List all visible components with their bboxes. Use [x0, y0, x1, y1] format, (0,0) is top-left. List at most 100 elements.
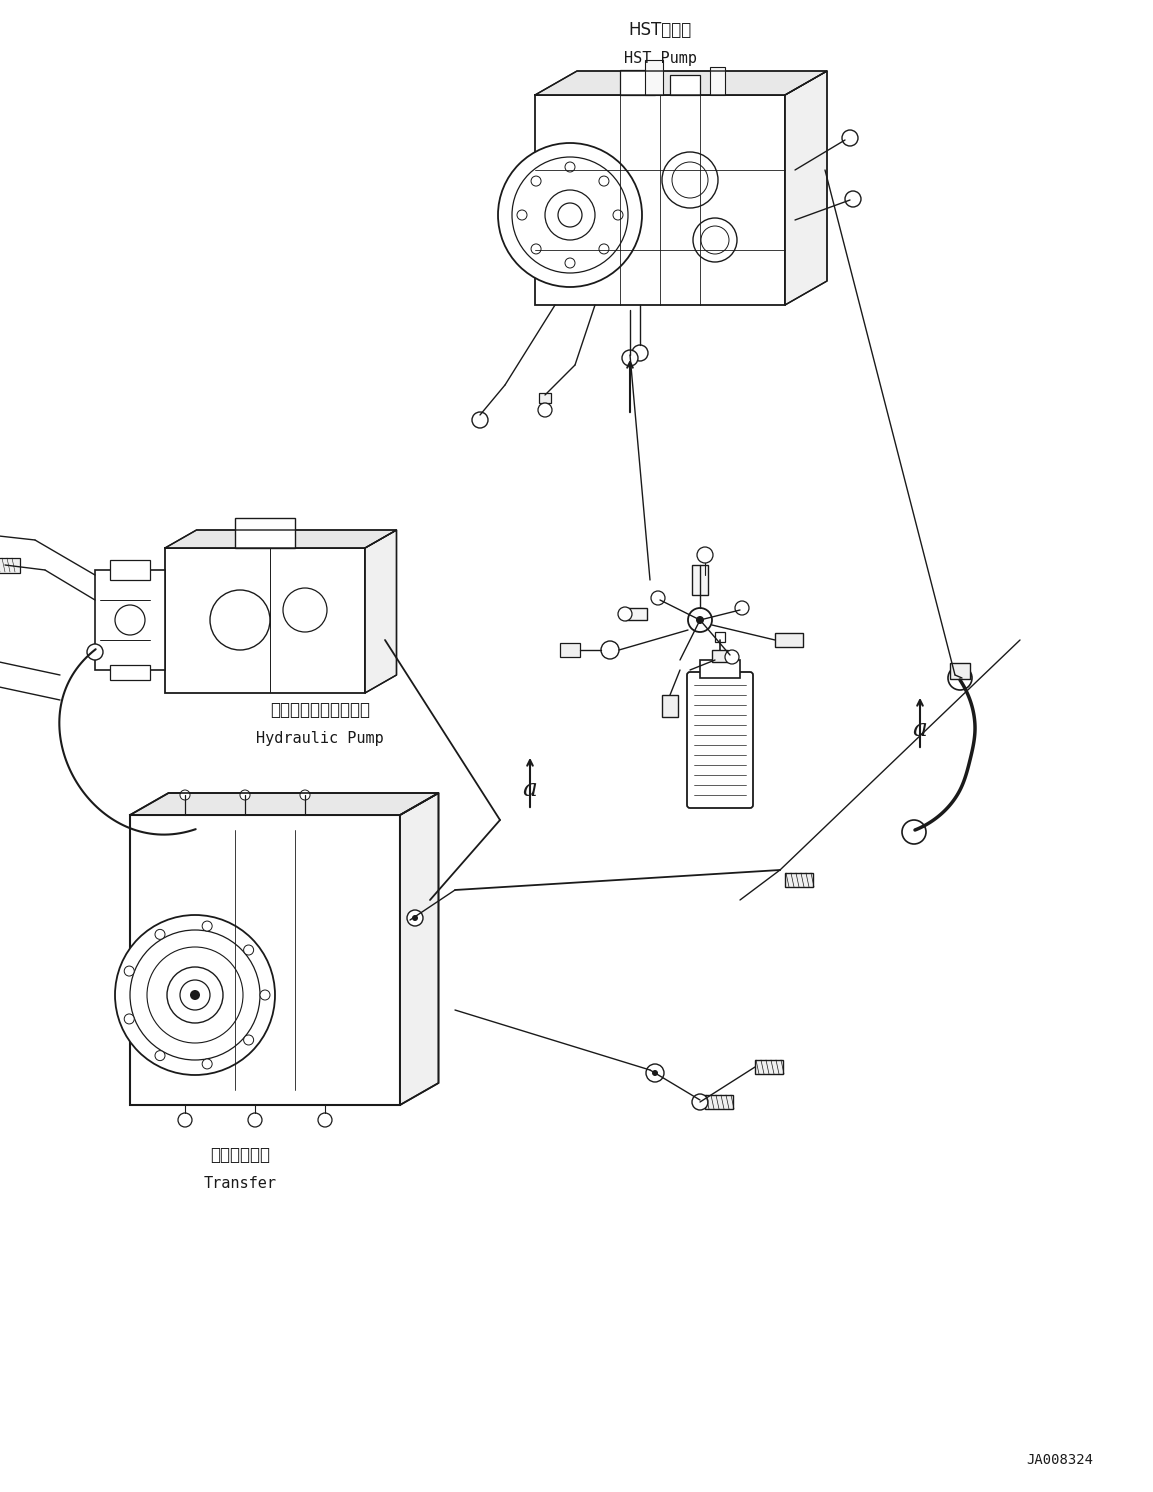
Circle shape	[180, 980, 210, 1010]
Circle shape	[155, 930, 165, 940]
Circle shape	[845, 191, 861, 207]
Circle shape	[598, 243, 609, 254]
Bar	[538, 392, 551, 403]
Circle shape	[202, 921, 212, 931]
Text: Hydraulic Pump: Hydraulic Pump	[256, 731, 384, 746]
Circle shape	[125, 1015, 134, 1024]
Circle shape	[532, 176, 541, 186]
Circle shape	[187, 822, 203, 839]
Circle shape	[692, 1094, 708, 1110]
Text: a: a	[522, 779, 537, 801]
Circle shape	[618, 607, 632, 621]
Circle shape	[472, 412, 488, 428]
Circle shape	[701, 225, 729, 254]
Circle shape	[146, 947, 243, 1043]
Bar	[130, 815, 400, 1106]
Bar	[710, 67, 725, 95]
Circle shape	[167, 967, 223, 1024]
Text: Transfer: Transfer	[203, 1176, 277, 1191]
Circle shape	[662, 152, 718, 207]
Bar	[713, 651, 728, 662]
Text: トランスファ: トランスファ	[210, 1146, 270, 1164]
Circle shape	[517, 210, 527, 219]
Bar	[670, 75, 700, 95]
FancyBboxPatch shape	[687, 671, 753, 809]
Circle shape	[558, 203, 582, 227]
Circle shape	[565, 258, 575, 269]
Bar	[755, 1059, 783, 1074]
Text: a: a	[912, 719, 927, 742]
Circle shape	[190, 991, 199, 1000]
Circle shape	[698, 548, 713, 562]
Circle shape	[412, 915, 419, 921]
Circle shape	[259, 991, 270, 1000]
Bar	[700, 659, 740, 677]
Circle shape	[672, 163, 708, 198]
Circle shape	[598, 176, 609, 186]
Bar	[235, 518, 295, 548]
Circle shape	[125, 965, 134, 976]
Circle shape	[180, 789, 190, 800]
Bar	[620, 70, 655, 95]
Polygon shape	[785, 72, 827, 304]
Circle shape	[688, 609, 713, 633]
Circle shape	[210, 589, 270, 651]
Circle shape	[621, 351, 638, 366]
Polygon shape	[366, 530, 397, 692]
Bar	[715, 633, 725, 642]
Circle shape	[842, 130, 858, 146]
Bar	[0, 558, 20, 573]
Circle shape	[545, 189, 595, 240]
Bar	[110, 665, 150, 680]
Polygon shape	[130, 794, 438, 815]
Circle shape	[130, 930, 259, 1059]
Circle shape	[155, 1050, 165, 1061]
Circle shape	[532, 243, 541, 254]
Bar	[535, 95, 785, 304]
Bar	[625, 609, 647, 621]
Circle shape	[86, 645, 103, 659]
Bar	[950, 662, 970, 679]
Text: ハイドロリックポンプ: ハイドロリックポンプ	[270, 701, 370, 719]
Circle shape	[693, 218, 737, 263]
Circle shape	[902, 821, 926, 844]
Circle shape	[243, 944, 254, 955]
Circle shape	[948, 665, 972, 689]
Circle shape	[725, 651, 739, 664]
Polygon shape	[535, 72, 827, 95]
Bar	[110, 560, 150, 580]
Bar	[704, 1095, 733, 1109]
Bar	[560, 643, 580, 656]
Circle shape	[248, 1113, 262, 1126]
Circle shape	[178, 1113, 193, 1126]
Text: JA008324: JA008324	[1026, 1453, 1093, 1467]
Circle shape	[512, 157, 628, 273]
Circle shape	[407, 910, 423, 927]
Circle shape	[651, 1070, 658, 1076]
Bar	[775, 633, 802, 648]
Polygon shape	[400, 794, 438, 1106]
Circle shape	[202, 1059, 212, 1068]
Circle shape	[115, 915, 276, 1076]
Circle shape	[538, 403, 552, 416]
Circle shape	[734, 601, 749, 615]
Circle shape	[243, 1035, 254, 1044]
Text: HST Pump: HST Pump	[624, 51, 696, 66]
Circle shape	[601, 642, 619, 659]
Circle shape	[282, 588, 327, 633]
Bar	[645, 60, 663, 95]
Bar	[692, 565, 708, 595]
Circle shape	[115, 604, 145, 636]
Bar	[785, 873, 813, 888]
Circle shape	[565, 163, 575, 172]
Bar	[662, 695, 678, 718]
Circle shape	[651, 591, 665, 604]
Polygon shape	[165, 530, 397, 548]
Circle shape	[696, 616, 704, 624]
Bar	[165, 548, 366, 692]
Circle shape	[240, 789, 250, 800]
Circle shape	[318, 1113, 332, 1126]
Circle shape	[613, 210, 623, 219]
Circle shape	[300, 789, 310, 800]
Circle shape	[632, 345, 648, 361]
